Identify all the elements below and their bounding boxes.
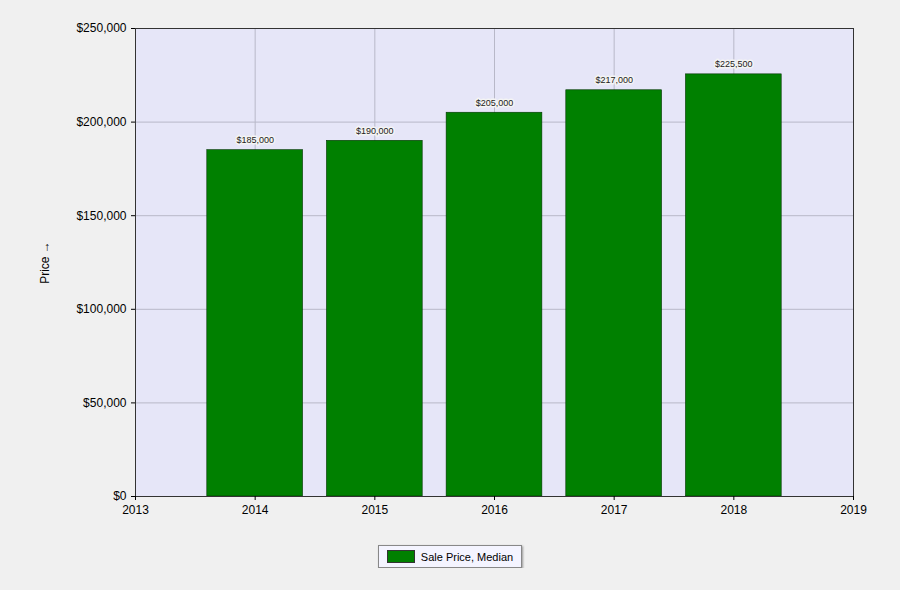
- svg-text:2013: 2013: [122, 503, 149, 517]
- svg-text:$150,000: $150,000: [76, 209, 126, 223]
- svg-text:2017: 2017: [601, 503, 628, 517]
- svg-text:$185,000: $185,000: [236, 135, 274, 145]
- svg-text:$200,000: $200,000: [76, 115, 126, 129]
- svg-text:$100,000: $100,000: [76, 302, 126, 316]
- svg-text:$190,000: $190,000: [356, 126, 394, 136]
- svg-text:2016: 2016: [481, 503, 508, 517]
- svg-text:2015: 2015: [361, 503, 388, 517]
- svg-text:$50,000: $50,000: [83, 396, 127, 410]
- svg-text:$225,500: $225,500: [715, 59, 753, 69]
- svg-text:$0: $0: [113, 489, 127, 503]
- svg-text:$250,000: $250,000: [76, 21, 126, 35]
- svg-text:Price →: Price →: [38, 241, 52, 284]
- svg-text:$217,000: $217,000: [595, 75, 633, 85]
- svg-text:2014: 2014: [242, 503, 269, 517]
- svg-text:$205,000: $205,000: [476, 98, 514, 108]
- svg-text:2019: 2019: [840, 503, 867, 517]
- html-text:Sale Price, Median: Sale Price, Median: [420, 550, 514, 563]
- svg-text:2018: 2018: [720, 503, 747, 517]
